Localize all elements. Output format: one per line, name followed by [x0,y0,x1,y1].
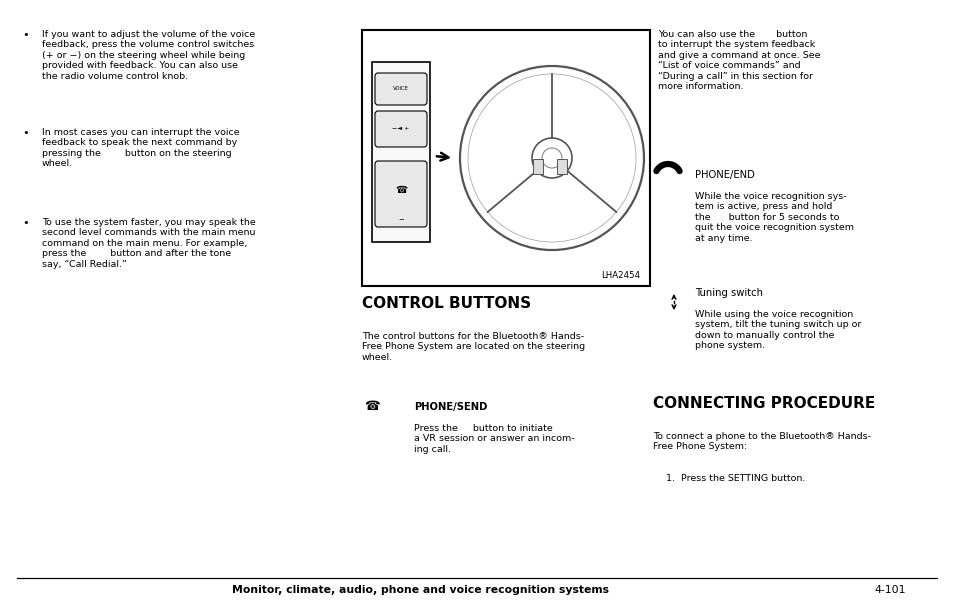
Text: 4-101: 4-101 [873,585,904,595]
Text: •: • [22,128,29,138]
Text: CONTROL BUTTONS: CONTROL BUTTONS [361,296,531,311]
Text: Tuning switch: Tuning switch [695,288,762,298]
Bar [557,159,566,174]
FancyBboxPatch shape [375,111,427,147]
Text: LHA2454: LHA2454 [600,271,639,280]
Text: While using the voice recognition
system, tilt the tuning switch up or
down to m: While using the voice recognition system… [695,310,861,350]
Bar [533,159,542,174]
Text: VOICE: VOICE [393,86,409,91]
Text: ☎: ☎ [364,400,379,413]
FancyBboxPatch shape [375,73,427,105]
Text: To use the system faster, you may speak the
second level commands with the main : To use the system faster, you may speak … [42,218,255,269]
Text: Monitor, climate, audio, phone and voice recognition systems: Monitor, climate, audio, phone and voice… [232,585,608,595]
Bar [361,30,649,286]
Text: The control buttons for the Bluetooth® Hands-
Free Phone System are located on t: The control buttons for the Bluetooth® H… [361,332,584,362]
Text: •: • [22,30,29,40]
Text: To connect a phone to the Bluetooth® Hands-
Free Phone System:: To connect a phone to the Bluetooth® Han… [652,432,870,451]
Text: PHONE/END: PHONE/END [695,170,754,180]
Text: While the voice recognition sys-
tem is active, press and hold
the      button f: While the voice recognition sys- tem is … [695,192,853,243]
Bar [372,62,430,242]
FancyBboxPatch shape [375,161,427,227]
Text: You can also use the       button
to interrupt the system feedback
and give a co: You can also use the button to interrupt… [658,30,820,91]
Text: Press the     button to initiate
a VR session or answer an incom-
ing call.: Press the button to initiate a VR sessio… [414,424,574,454]
Text: 1.  Press the SETTING button.: 1. Press the SETTING button. [665,474,804,483]
Text: CONNECTING PROCEDURE: CONNECTING PROCEDURE [652,396,874,411]
Text: •: • [22,218,29,228]
Text: PHONE/SEND: PHONE/SEND [414,402,487,412]
Text: −: − [397,217,403,223]
Text: In most cases you can interrupt the voice
feedback to speak the next command by
: In most cases you can interrupt the voic… [42,128,239,168]
Text: −◄ +: −◄ + [392,126,409,131]
Text: If you want to adjust the volume of the voice
feedback, press the volume control: If you want to adjust the volume of the … [42,30,255,81]
Text: ☎: ☎ [395,185,407,195]
